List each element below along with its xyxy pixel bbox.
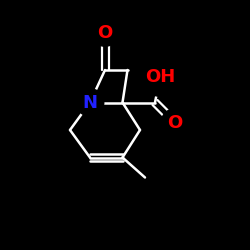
Text: OH: OH <box>145 68 175 86</box>
Circle shape <box>91 19 119 46</box>
Text: N: N <box>82 94 98 112</box>
Text: O: O <box>98 24 112 42</box>
Circle shape <box>76 89 104 116</box>
Text: O: O <box>168 114 182 132</box>
Circle shape <box>141 59 179 96</box>
Circle shape <box>161 109 189 136</box>
